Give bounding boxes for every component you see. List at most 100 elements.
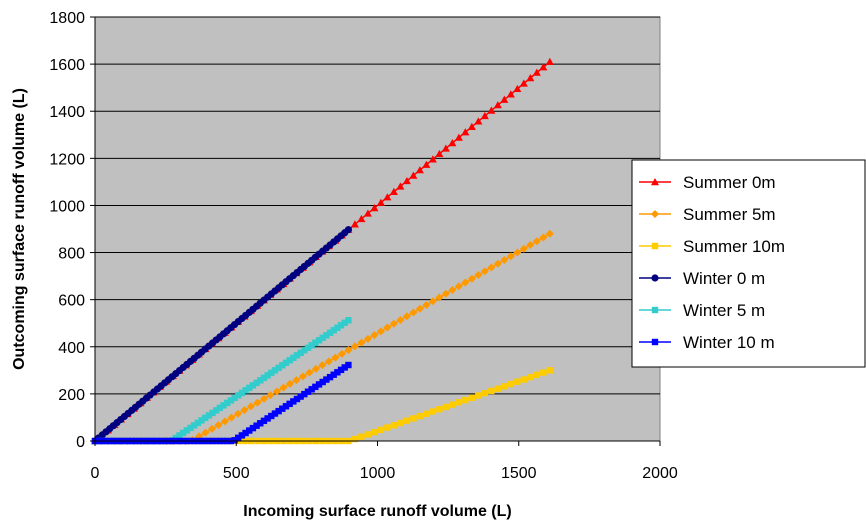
data-point bbox=[266, 391, 275, 400]
data-point bbox=[371, 428, 378, 436]
data-point bbox=[341, 364, 348, 371]
data-point bbox=[462, 396, 469, 404]
series-1 bbox=[91, 229, 554, 445]
y-tick-label: 1400 bbox=[49, 104, 85, 121]
data-point bbox=[235, 392, 242, 399]
data-point bbox=[324, 357, 333, 366]
data-point bbox=[533, 371, 541, 379]
data-point bbox=[526, 240, 535, 249]
data-point bbox=[514, 378, 521, 385]
data-point bbox=[190, 422, 198, 429]
data-point bbox=[526, 74, 535, 82]
data-point bbox=[207, 424, 216, 433]
legend-box bbox=[631, 159, 866, 368]
data-point bbox=[341, 319, 348, 326]
data-point bbox=[194, 419, 202, 427]
data-point bbox=[279, 405, 286, 412]
data-point bbox=[176, 432, 183, 439]
data-point bbox=[246, 402, 255, 411]
data-point bbox=[545, 229, 554, 238]
legend-marker bbox=[651, 274, 659, 282]
data-point bbox=[318, 361, 327, 370]
data-point bbox=[396, 316, 405, 325]
y-tick-label: 0 bbox=[76, 434, 85, 451]
data-point bbox=[312, 339, 319, 346]
series-layer bbox=[91, 57, 554, 445]
data-point bbox=[257, 377, 264, 384]
data-point bbox=[441, 289, 450, 298]
data-point bbox=[238, 432, 246, 439]
data-point bbox=[271, 410, 279, 417]
data-point bbox=[311, 364, 320, 373]
data-point bbox=[461, 278, 470, 287]
data-point bbox=[467, 274, 476, 283]
data-point bbox=[363, 209, 372, 217]
data-point bbox=[344, 346, 353, 355]
y-tick-label: 1800 bbox=[49, 10, 85, 27]
data-point bbox=[240, 406, 249, 415]
data-point bbox=[337, 349, 346, 358]
data-point bbox=[330, 371, 337, 378]
data-point bbox=[506, 90, 515, 98]
legend-label: Summer 0m bbox=[683, 173, 776, 192]
data-point bbox=[415, 166, 424, 174]
data-point bbox=[409, 308, 418, 317]
data-point bbox=[449, 401, 456, 408]
data-point bbox=[428, 297, 437, 306]
data-point bbox=[279, 362, 286, 369]
data-point bbox=[357, 214, 366, 223]
plot-area bbox=[94, 16, 661, 442]
data-point bbox=[500, 255, 509, 264]
data-point bbox=[513, 248, 522, 257]
data-point bbox=[286, 400, 293, 408]
data-point bbox=[513, 84, 522, 93]
data-point bbox=[323, 332, 330, 339]
x-tick-label: 2000 bbox=[642, 465, 678, 482]
data-point bbox=[233, 409, 242, 418]
data-point bbox=[238, 389, 246, 397]
y-tick-label: 1600 bbox=[49, 57, 85, 74]
legend-item: Summer 0m bbox=[639, 173, 776, 192]
data-point bbox=[350, 342, 359, 351]
data-point bbox=[235, 434, 242, 442]
data-point bbox=[501, 383, 508, 390]
legend-item: Winter 10 m bbox=[639, 333, 775, 352]
data-point bbox=[402, 312, 411, 321]
data-point bbox=[220, 417, 229, 426]
y-tick-label: 1200 bbox=[49, 151, 85, 168]
data-point bbox=[308, 342, 315, 349]
data-point bbox=[337, 366, 345, 374]
y-tick-label: 600 bbox=[58, 293, 85, 310]
data-point bbox=[282, 359, 290, 367]
data-point bbox=[253, 379, 260, 387]
data-point bbox=[461, 128, 470, 136]
data-point bbox=[532, 237, 541, 246]
data-point bbox=[285, 379, 294, 388]
legend-label: Summer 5m bbox=[683, 205, 776, 224]
data-point bbox=[257, 420, 264, 427]
data-point bbox=[292, 376, 301, 385]
data-point bbox=[227, 413, 236, 422]
data-point bbox=[364, 431, 372, 438]
data-point bbox=[428, 155, 437, 163]
data-point bbox=[293, 395, 301, 403]
data-point bbox=[474, 117, 483, 125]
data-point bbox=[487, 106, 496, 114]
data-point bbox=[363, 334, 372, 343]
data-point bbox=[315, 337, 323, 344]
data-point bbox=[527, 374, 534, 381]
data-point bbox=[334, 324, 341, 331]
data-point bbox=[376, 198, 385, 206]
data-point bbox=[487, 263, 496, 272]
data-point bbox=[480, 111, 489, 120]
data-point bbox=[304, 344, 312, 352]
data-point bbox=[212, 407, 220, 414]
data-point bbox=[231, 394, 238, 402]
data-point bbox=[326, 329, 334, 336]
legend-marker bbox=[651, 178, 659, 186]
data-point bbox=[323, 376, 330, 383]
data-point bbox=[402, 176, 411, 185]
x-tick-label: 1000 bbox=[360, 465, 396, 482]
data-point bbox=[298, 372, 307, 381]
legend-item: Winter 0 m bbox=[639, 269, 765, 288]
